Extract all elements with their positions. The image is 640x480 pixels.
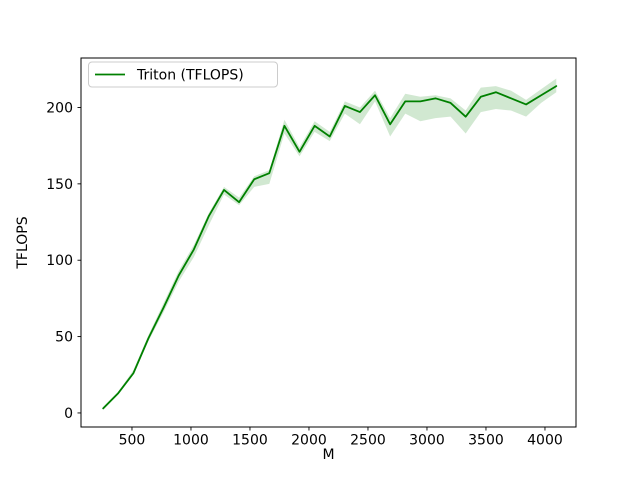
x-tick-label: 1500 bbox=[232, 433, 268, 449]
y-axis-label: TFLOPS bbox=[15, 216, 31, 269]
legend: Triton (TFLOPS) bbox=[88, 61, 278, 88]
triton-line bbox=[102, 85, 558, 410]
x-tick-label: 500 bbox=[119, 433, 146, 449]
legend-label: Triton (TFLOPS) bbox=[136, 68, 244, 84]
y-tick-label: 150 bbox=[46, 177, 73, 193]
y-axis: 0 50 100 150 200 bbox=[46, 100, 81, 422]
x-tick-label: 3000 bbox=[409, 433, 445, 449]
y-tick-label: 0 bbox=[64, 406, 73, 422]
x-axis-label: M bbox=[322, 447, 334, 463]
x-tick-label: 3500 bbox=[468, 433, 504, 449]
legend-box bbox=[88, 61, 278, 88]
y-tick-label: 200 bbox=[46, 100, 73, 116]
y-tick-label: 50 bbox=[55, 330, 73, 346]
x-tick-label: 2500 bbox=[350, 433, 386, 449]
plot-area-border bbox=[80, 57, 577, 428]
x-tick-label: 4000 bbox=[527, 433, 563, 449]
y-tick-label: 100 bbox=[46, 253, 73, 269]
confidence-band bbox=[103, 78, 557, 410]
data-line-group bbox=[102, 85, 558, 410]
x-tick-label: 1000 bbox=[173, 433, 209, 449]
confidence-band-polygon bbox=[103, 78, 557, 410]
x-tick-label: 2000 bbox=[291, 433, 327, 449]
x-axis: 500 1000 1500 2000 2500 3000 3500 4000 bbox=[119, 427, 563, 449]
